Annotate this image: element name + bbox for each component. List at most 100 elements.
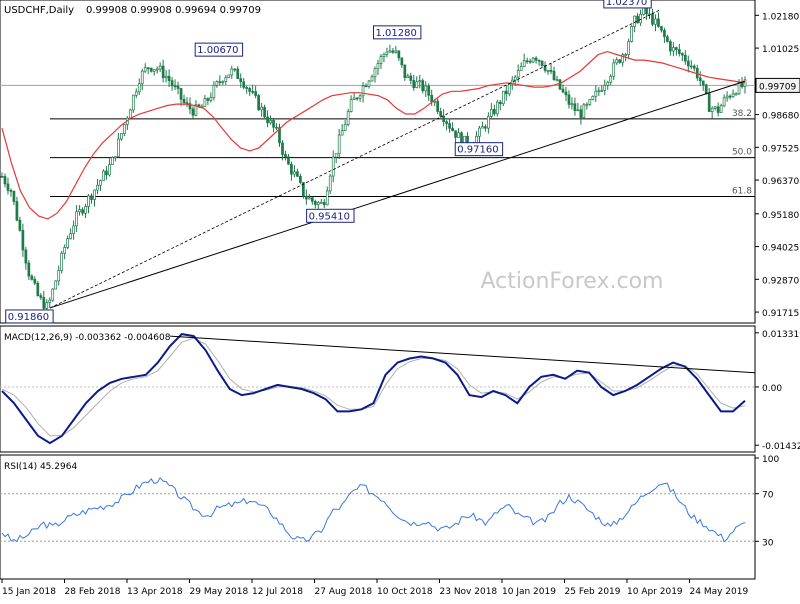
x-tick-label-5: 27 Aug 2018 <box>315 587 373 597</box>
candle-body <box>310 197 314 202</box>
candle-body <box>224 77 228 82</box>
candle-body <box>379 56 383 64</box>
candle-body <box>522 60 526 67</box>
candle-body <box>406 75 410 79</box>
candle-body <box>669 41 672 52</box>
candle-body <box>78 209 81 213</box>
candle-body <box>680 53 684 56</box>
candle-body <box>117 138 120 158</box>
candle-body <box>678 49 681 54</box>
candle-body <box>725 95 729 99</box>
candle-body <box>675 47 678 50</box>
price-annotation-box-3 <box>373 25 422 40</box>
candle-body <box>627 41 630 55</box>
candle-body <box>27 262 31 277</box>
candle-body <box>182 98 186 104</box>
price-y-tick-label-5: 0.96370 <box>762 177 799 187</box>
candle-body <box>290 163 293 175</box>
macd-y-tick-label-1: 0.00 <box>762 384 782 394</box>
candle-body <box>15 201 19 221</box>
candle-body <box>69 233 72 239</box>
candle-body <box>313 201 317 205</box>
price-annotation-0: 0.91860 <box>5 309 54 324</box>
candle-body <box>176 85 180 89</box>
x-tick-label-10: 10 Apr 2019 <box>627 587 683 597</box>
macd-signal-line <box>1 337 746 437</box>
candle-body <box>633 15 636 27</box>
candle-body <box>564 91 568 96</box>
rsi-panel-frame <box>0 454 756 580</box>
price-annotation-label-5: 1.02370 <box>606 0 647 8</box>
macd-layer: MACD(12,26,9) -0.003362 -0.004608 <box>0 333 756 445</box>
candle-body <box>537 59 541 62</box>
candle-body <box>63 247 67 254</box>
price-y-tick-label-7: 0.94025 <box>762 244 799 254</box>
candle-body <box>263 106 266 118</box>
candle-body <box>618 59 622 63</box>
candle-body <box>585 103 589 106</box>
candle-body <box>415 81 419 89</box>
candle-body <box>164 75 168 79</box>
candle-body <box>307 197 311 200</box>
channel-trendline <box>49 9 661 309</box>
rsi-y-tick-label-1: 70 <box>762 491 774 501</box>
candle-body <box>558 79 562 90</box>
candle-body <box>484 126 487 129</box>
candle-body <box>722 97 726 107</box>
price-annotation-box-4 <box>454 142 504 157</box>
candle-body <box>93 189 96 200</box>
candle-body <box>355 97 359 100</box>
candle-body <box>689 65 693 68</box>
candle-body <box>3 176 7 185</box>
candle-body <box>621 54 625 63</box>
candle-body <box>427 85 431 96</box>
candle-body <box>230 68 234 76</box>
candle-body <box>409 75 413 81</box>
fib-label-1: 50.0 <box>732 148 752 158</box>
candle-body <box>161 65 165 79</box>
candle-body <box>552 70 556 81</box>
candle-body <box>645 7 648 15</box>
candle-body <box>128 109 132 119</box>
candle-body <box>206 98 210 101</box>
axis-layer: 1.02180 1.01025 0.99709 0.98680 0.97525 0.963… <box>1 12 800 597</box>
candle-body <box>299 175 302 183</box>
candle-body <box>185 102 189 105</box>
candle-body <box>397 50 401 59</box>
price-annotation-box-1 <box>194 42 244 57</box>
candle-body <box>516 70 520 78</box>
candle-body <box>394 50 398 53</box>
candle-body <box>657 18 660 27</box>
fib-label-2: 61.8 <box>732 187 752 197</box>
candle-body <box>660 26 663 31</box>
price-y-tick-label-0: 1.02180 <box>762 12 799 22</box>
candle-body <box>492 109 496 115</box>
candle-body <box>582 104 586 119</box>
candle-body <box>30 275 34 280</box>
candle-body <box>391 50 395 53</box>
price-y-tick-label-6: 0.95180 <box>762 211 799 221</box>
rsi-title: RSI(14) 45.2964 <box>4 462 77 472</box>
candle-body <box>316 202 320 205</box>
candle-body <box>33 279 37 284</box>
candle-body <box>75 211 78 227</box>
candle-body <box>591 95 595 100</box>
candle-body <box>612 62 616 77</box>
ohlc-readout: 0.99908 0.99908 0.99694 0.99709 <box>86 5 261 16</box>
price-y-tick-label-9: 0.91715 <box>762 309 799 319</box>
candle-body <box>212 84 216 98</box>
candle-body <box>454 130 457 138</box>
candle-body <box>173 85 177 88</box>
candle-body <box>346 111 350 125</box>
candle-body <box>382 53 386 57</box>
candle-body <box>218 81 222 83</box>
candle-body <box>227 74 231 79</box>
candle-body <box>630 26 633 42</box>
candle-body <box>90 195 93 200</box>
candle-body <box>140 70 144 85</box>
candle-body <box>158 65 162 70</box>
candle-body <box>331 156 335 177</box>
candle-body <box>692 65 696 69</box>
rsi-layer: RSI(14) 45.2964 <box>0 462 755 543</box>
price-annotation-1: 1.00670 <box>194 42 244 57</box>
